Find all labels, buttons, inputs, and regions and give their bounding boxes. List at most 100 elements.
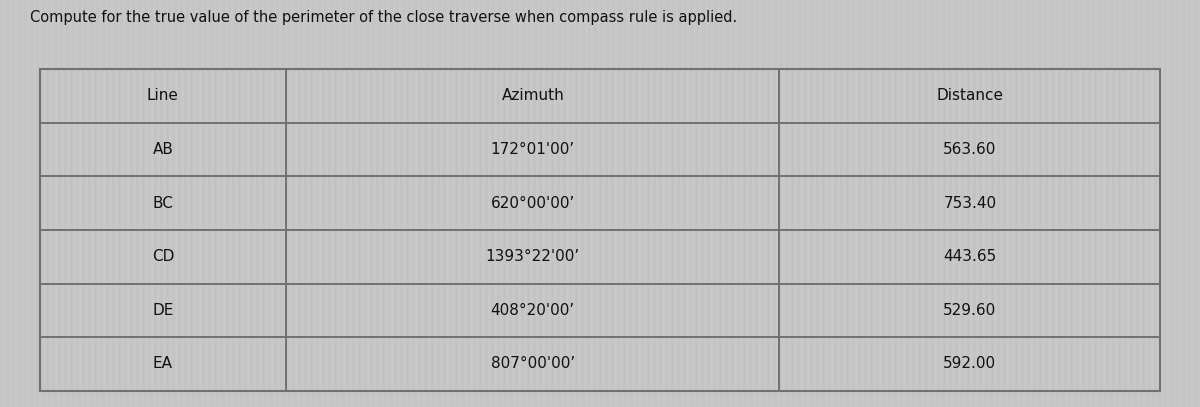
Bar [587, 176, 590, 230]
Bar [906, 69, 910, 123]
Bar [773, 230, 776, 284]
Bar [743, 284, 746, 337]
Bar [220, 176, 223, 230]
Bar [256, 176, 259, 230]
Bar [533, 337, 535, 391]
Bar [761, 123, 764, 176]
Bar [256, 123, 259, 176]
Bar [148, 337, 151, 391]
Bar [641, 176, 644, 230]
Bar [665, 176, 668, 230]
Bar [804, 284, 806, 337]
Bar [461, 337, 463, 391]
Bar [286, 230, 779, 284]
Bar [876, 176, 880, 230]
Bar [467, 123, 469, 176]
Bar [719, 230, 722, 284]
Bar [611, 69, 614, 123]
Bar [130, 123, 133, 176]
Bar [761, 337, 764, 391]
Bar [767, 284, 770, 337]
Bar [329, 230, 331, 284]
Bar [365, 69, 367, 123]
Bar [431, 69, 433, 123]
Bar [785, 230, 788, 284]
Bar [1015, 230, 1019, 284]
Bar [936, 230, 940, 284]
Bar [551, 176, 554, 230]
Bar [749, 230, 752, 284]
Bar [160, 230, 163, 284]
Bar [335, 337, 337, 391]
Bar [605, 176, 608, 230]
Bar [40, 123, 43, 176]
Bar [280, 337, 283, 391]
Bar [208, 230, 211, 284]
Bar [1027, 284, 1031, 337]
Bar [118, 230, 121, 284]
Bar [1094, 69, 1097, 123]
Bar [647, 230, 650, 284]
Bar [515, 176, 517, 230]
Bar [581, 230, 584, 284]
Bar [407, 337, 409, 391]
Bar [118, 284, 121, 337]
Bar [461, 69, 463, 123]
Bar [214, 69, 217, 123]
Bar [1100, 337, 1103, 391]
Bar [719, 176, 722, 230]
Bar [930, 123, 934, 176]
Bar [461, 176, 463, 230]
Bar [1003, 337, 1006, 391]
Bar [431, 230, 433, 284]
Bar [521, 337, 523, 391]
Bar [136, 69, 139, 123]
Bar [973, 176, 976, 230]
Bar [76, 176, 79, 230]
Bar [425, 176, 427, 230]
Bar [232, 176, 235, 230]
Bar [810, 69, 812, 123]
Bar [761, 69, 764, 123]
Bar [617, 230, 620, 284]
Bar [160, 123, 163, 176]
Bar [449, 69, 451, 123]
Bar [1045, 69, 1049, 123]
Bar [991, 176, 994, 230]
Bar [1124, 123, 1127, 176]
Bar [587, 69, 590, 123]
Bar [804, 337, 806, 391]
Bar [749, 123, 752, 176]
Bar [1003, 230, 1006, 284]
Bar [515, 230, 517, 284]
Text: 172°01'00’: 172°01'00’ [491, 142, 575, 157]
Bar [894, 176, 898, 230]
Bar [413, 337, 415, 391]
Bar [773, 284, 776, 337]
Bar [335, 284, 337, 337]
Bar [822, 284, 824, 337]
Bar [455, 69, 457, 123]
Bar [437, 337, 439, 391]
Bar [943, 337, 946, 391]
Bar [593, 176, 596, 230]
Bar [497, 284, 499, 337]
Bar [106, 69, 109, 123]
Bar [305, 123, 307, 176]
Bar [190, 123, 193, 176]
Bar [1130, 230, 1133, 284]
Bar [719, 69, 722, 123]
Bar [912, 230, 916, 284]
Bar [1033, 337, 1037, 391]
Bar [1051, 230, 1055, 284]
Bar [611, 284, 614, 337]
Bar [256, 230, 259, 284]
Bar [617, 284, 620, 337]
Bar [46, 123, 49, 176]
Bar [1154, 284, 1157, 337]
Bar [943, 284, 946, 337]
Bar [924, 230, 928, 284]
Bar [268, 337, 271, 391]
Bar [479, 284, 481, 337]
Bar [683, 69, 686, 123]
